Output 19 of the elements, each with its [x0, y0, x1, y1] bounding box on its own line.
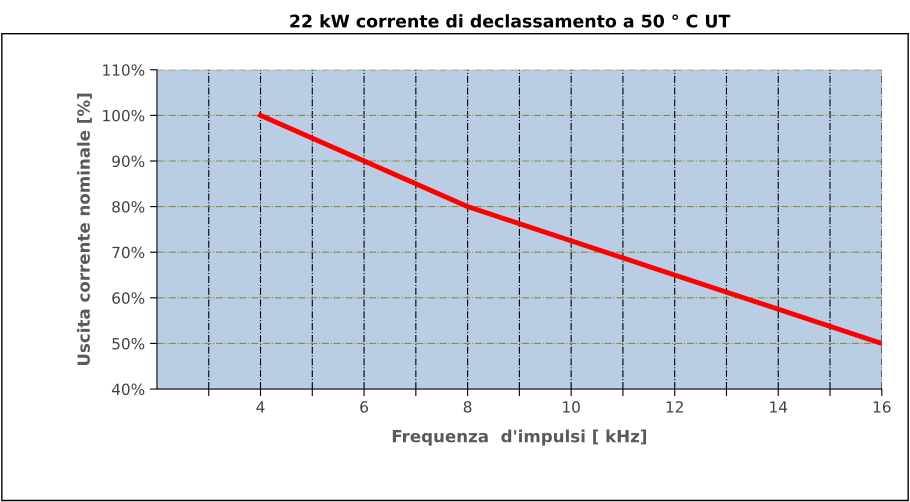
x-tick-label: 8 [464, 401, 472, 413]
chart-title: 22 kW corrente di declassamento a 50 ° C UT [290, 14, 730, 28]
x-tick-label: 10 [563, 401, 580, 413]
y-tick-label: 40% [112, 384, 144, 396]
x-tick-label: 12 [666, 401, 683, 412]
x-tick-label: 4 [256, 401, 265, 412]
y-tick-label: 90% [112, 155, 144, 168]
y-tick-label: 100% [103, 110, 144, 122]
x-tick-label: 14 [770, 401, 788, 412]
y-axis-title: Uscita corrente nominale [%] [77, 94, 92, 366]
y-tick-label: 50% [112, 338, 144, 350]
y-tick-label: 110% [103, 64, 144, 76]
line-series [258, 112, 882, 346]
x-axis-title: Frequenza d'impulsi [ kHz] [392, 430, 646, 446]
y-tick-label: 70% [112, 246, 144, 258]
x-tick-label: 6 [360, 401, 368, 413]
x-tick-label: 16 [874, 401, 891, 413]
y-tick-label: 60% [112, 292, 144, 304]
y-tick-label: 80% [112, 201, 144, 213]
